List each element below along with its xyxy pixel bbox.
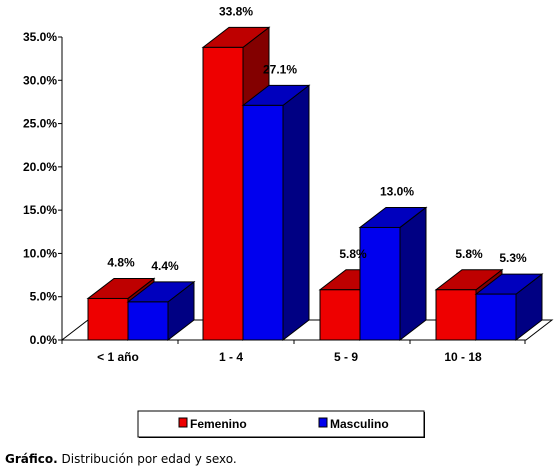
data-label: 5.8%	[339, 247, 367, 261]
y-tick-label: 35.0%	[23, 30, 57, 44]
bar-masculino	[474, 273, 544, 342]
y-tick-label: 15.0%	[23, 203, 57, 217]
bar-front-face	[87, 297, 129, 341]
bar-front-face	[359, 226, 401, 341]
legend: Femenino Masculino	[137, 410, 425, 438]
x-tick-label: 10 - 18	[444, 350, 482, 364]
y-tick-label: 0.0%	[30, 333, 58, 347]
figure-caption: Gráfico. Distribución por edad y sexo.	[5, 452, 237, 466]
data-label: 27.1%	[263, 62, 297, 76]
y-tick-label: 5.0%	[30, 290, 58, 304]
caption-label: Gráfico.	[5, 452, 58, 466]
bar-front-face	[242, 104, 284, 341]
bar-front-face	[319, 289, 361, 341]
legend-label: Masculino	[330, 417, 389, 431]
y-tick-label: 30.0%	[23, 73, 57, 87]
data-labels: 4.8% 4.4% 33.8% 27.1% 5.8% 13.0% 5.8% 5.3%	[107, 4, 527, 273]
bar-masculino	[126, 280, 196, 342]
bar-side-face	[282, 84, 310, 342]
x-tick-label: 1 - 4	[219, 350, 243, 364]
bar-front-face	[475, 293, 517, 341]
bar-group	[86, 26, 544, 342]
data-label: 4.8%	[107, 255, 135, 269]
data-label: 33.8%	[219, 4, 253, 18]
data-label: 13.0%	[380, 184, 414, 198]
bar-front-face	[435, 289, 477, 341]
bar-front-face	[127, 301, 169, 341]
x-tick-label: 5 - 9	[334, 350, 358, 364]
y-tick-label: 25.0%	[23, 117, 57, 131]
legend-swatch-femenino	[178, 417, 188, 428]
data-label: 5.3%	[499, 251, 527, 265]
y-tick-label: 20.0%	[23, 160, 57, 174]
bar-masculino	[358, 206, 428, 342]
data-label: 4.4%	[151, 259, 179, 273]
legend-swatch-masculino	[318, 417, 328, 428]
bar-side-face	[399, 206, 427, 342]
data-label: 5.8%	[455, 247, 483, 261]
caption-text: Distribución por edad y sexo.	[57, 452, 237, 466]
y-axis: 0.0% 5.0% 10.0% 15.0% 20.0% 25.0% 30.0% 35.0%	[23, 30, 526, 347]
bar-front-face	[202, 46, 244, 341]
bar-masculino	[241, 84, 311, 342]
y-tick-label: 10.0%	[23, 246, 57, 260]
x-axis-labels: < 1 año 1 - 4 5 - 9 10 - 18	[97, 350, 482, 364]
legend-label: Femenino	[190, 417, 247, 431]
x-tick-label: < 1 año	[97, 350, 139, 364]
